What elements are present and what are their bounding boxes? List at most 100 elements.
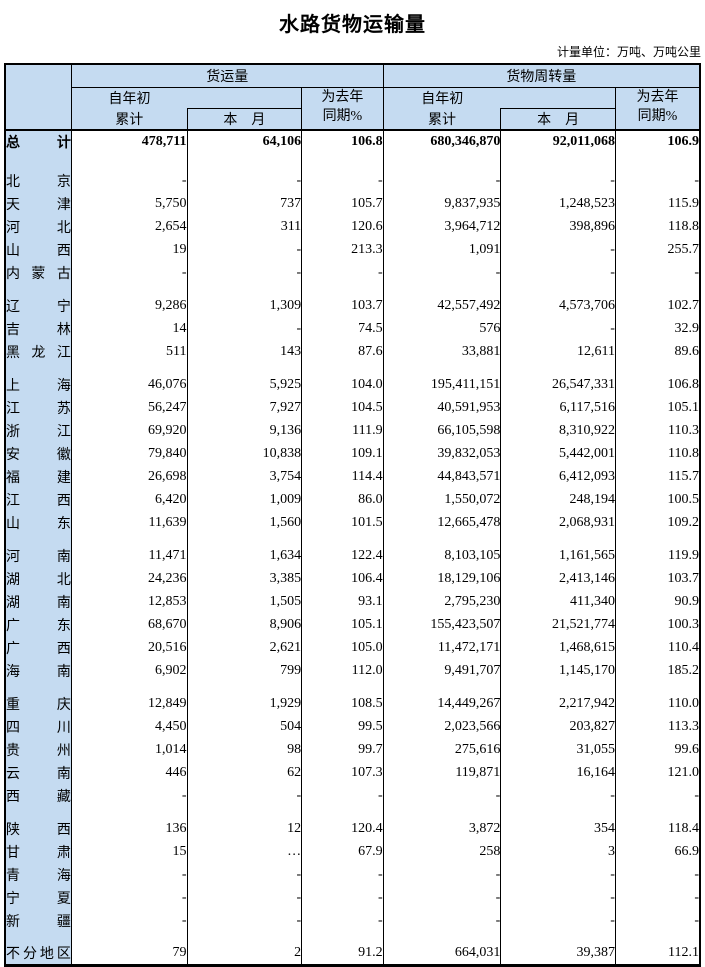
cell-value: 98: [186, 738, 302, 761]
cell-value: 5,925: [186, 373, 302, 396]
header-cumulative-top-2: 自年初: [382, 87, 501, 108]
cell-empty: [500, 534, 616, 544]
table-row: 江西 6,420 1,009 86.0 1,550,072 248,194 100.5: [5, 488, 700, 511]
cell-value: 255.7: [614, 238, 700, 261]
table-row: 总计 478,711 64,106 106.8 680,346,870 92,011,06…: [5, 130, 700, 153]
cell-value: 18,129,106: [382, 567, 501, 590]
cell-value: …: [186, 840, 302, 863]
header-row-sub-top: 自年初 为去年 同期% 自年初 为去年 同期%: [5, 87, 700, 131]
cell-empty: [382, 682, 501, 692]
cell-value: 12,611: [500, 340, 616, 363]
header-yoy-line2: 同期%: [637, 109, 678, 125]
cell-value: 119,871: [382, 761, 501, 784]
table-row: 黑龙江 511 143 87.6 33,881 12,611 89.6: [5, 340, 700, 363]
cell-value: 8,103,105: [382, 544, 501, 567]
cell-empty: [301, 284, 384, 294]
cell-value: -: [301, 169, 384, 192]
cell-value: 106.9: [614, 130, 700, 153]
column-group-freight-volume: 货运量: [70, 64, 384, 88]
cell-value: 20,516: [70, 636, 188, 659]
row-label: 不分地区: [5, 942, 72, 965]
table-row: 西藏 - - - - - -: [5, 784, 700, 807]
cell-value: -: [301, 886, 384, 909]
cell-value: 1,009: [186, 488, 302, 511]
table-row: 福建 26,698 3,754 114.4 44,843,571 6,412,093 115…: [5, 465, 700, 488]
row-label: 上海: [5, 373, 72, 396]
header-month-2: 本 月: [500, 108, 616, 131]
cell-value: 1,560: [186, 511, 302, 534]
cell-value: 68,670: [70, 613, 188, 636]
cell-value: 136: [70, 817, 188, 840]
freight-table: 货运量 货物周转量 自年初 为去年 同期% 自年初 为去年 同期% 累计 本 月 累…: [4, 63, 701, 967]
cell-value: 3,872: [382, 817, 501, 840]
cell-value: 14,449,267: [382, 692, 501, 715]
cell-value: -: [186, 886, 302, 909]
row-label-empty: [5, 284, 72, 294]
cell-value: 1,161,565: [500, 544, 616, 567]
cell-value: 11,639: [70, 511, 188, 534]
cell-value: 354: [500, 817, 616, 840]
header-spacer-1: [187, 87, 302, 109]
table-row: 上海 46,076 5,925 104.0 195,411,151 26,547,331 1…: [5, 373, 700, 396]
cell-empty: [614, 534, 700, 544]
header-cumulative-top-1: 自年初: [70, 87, 188, 108]
cell-empty: [70, 153, 188, 169]
cell-value: 21,521,774: [500, 613, 616, 636]
row-label: 江苏: [5, 396, 72, 419]
cell-value: 114.4: [301, 465, 384, 488]
cell-value: 11,471: [70, 544, 188, 567]
cell-value: 12,849: [70, 692, 188, 715]
cell-value: 91.2: [301, 942, 384, 965]
cell-value: 79: [70, 942, 188, 965]
row-label-empty: [5, 807, 72, 817]
cell-value: -: [382, 169, 501, 192]
cell-value: -: [500, 863, 616, 886]
table-row: 内蒙古 - - - - - -: [5, 261, 700, 284]
table-row: 天津 5,750 737 105.7 9,837,935 1,248,523 115.9: [5, 192, 700, 215]
cell-value: 4,573,706: [500, 294, 616, 317]
cell-value: 103.7: [614, 567, 700, 590]
cell-value: 100.3: [614, 613, 700, 636]
cell-empty: [70, 363, 188, 373]
cell-value: 69,920: [70, 419, 188, 442]
cell-value: -: [500, 261, 616, 284]
cell-empty: [500, 932, 616, 942]
cell-value: 120.4: [301, 817, 384, 840]
cell-value: 109.1: [301, 442, 384, 465]
row-label: 安徽: [5, 442, 72, 465]
cell-empty: [70, 284, 188, 294]
header-yoy-line1: 为去年: [321, 90, 364, 106]
cell-value: -: [70, 169, 188, 192]
cell-empty: [301, 682, 384, 692]
table-row: 湖北 24,236 3,385 106.4 18,129,106 2,413,146 103…: [5, 567, 700, 590]
cell-value: 19: [70, 238, 188, 261]
cell-value: -: [500, 909, 616, 932]
spacer-row: [5, 363, 700, 373]
cell-value: 12: [186, 817, 302, 840]
cell-empty: [614, 153, 700, 169]
cell-value: -: [500, 784, 616, 807]
cell-empty: [614, 682, 700, 692]
cell-value: 511: [70, 340, 188, 363]
cell-empty: [186, 153, 302, 169]
cell-value: -: [186, 317, 302, 340]
cell-empty: [500, 284, 616, 294]
table-row: 甘肃 15… 67.9 258 3 66.9: [5, 840, 700, 863]
row-label: 云南: [5, 761, 72, 784]
cell-value: 74.5: [301, 317, 384, 340]
cell-value: 2,795,230: [382, 590, 501, 613]
cell-value: 64,106: [186, 130, 302, 153]
row-label: 江西: [5, 488, 72, 511]
table-row: 吉林 14-74.5 576-32.9: [5, 317, 700, 340]
cell-value: 115.9: [614, 192, 700, 215]
cell-empty: [614, 284, 700, 294]
cell-value: 2,654: [70, 215, 188, 238]
cell-value: 90.9: [614, 590, 700, 613]
row-label: 新疆: [5, 909, 72, 932]
row-label: 山西: [5, 238, 72, 261]
cell-value: -: [614, 886, 700, 909]
header-spacer-2: [500, 87, 616, 109]
cell-value: -: [301, 909, 384, 932]
cell-value: 26,547,331: [500, 373, 616, 396]
cell-value: 15: [70, 840, 188, 863]
